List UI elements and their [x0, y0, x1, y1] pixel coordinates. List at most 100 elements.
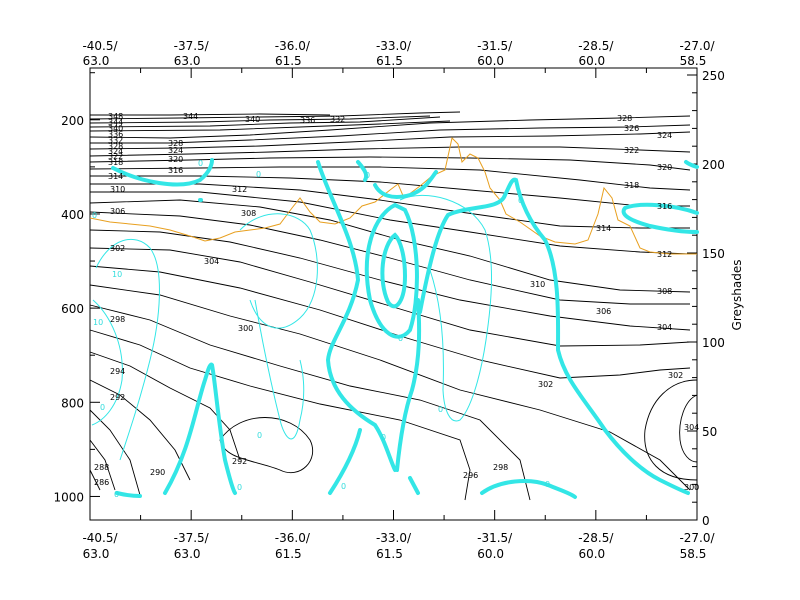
contour-label: 288 [94, 463, 109, 472]
x-tick-label-top-lon: -33.0/ [376, 39, 412, 53]
theta-contour-312 [90, 191, 691, 255]
contour-label: 300 [684, 483, 699, 492]
cyan-contour-label: 0 [100, 403, 105, 412]
theta-contour-290 [89, 409, 141, 496]
cyan-thin-contours [91, 194, 493, 461]
x-tick-label-top-lon: -36.0/ [275, 39, 311, 53]
y-left-tick-label: 200 [61, 114, 84, 128]
cyan-contour-label: 10 [112, 270, 122, 279]
theta-contour-310 [89, 199, 691, 293]
contour-label: 298 [493, 463, 508, 472]
contour-label: 306 [110, 207, 125, 216]
theta-contour-348 [90, 113, 331, 116]
contour-label: 304 [204, 257, 219, 266]
contour-label: 348 [108, 112, 123, 121]
theta-contour-292-closed [219, 417, 314, 474]
contour-label: 310 [530, 280, 545, 289]
y-right-tick-label: 50 [702, 425, 717, 439]
cyan-contour-label: 0 [398, 334, 403, 343]
cyan-contour-label: 10 [93, 318, 103, 327]
cyan-contour-label: 0 [365, 171, 370, 180]
contour-label: 292 [110, 393, 125, 402]
contour-label: 314 [108, 172, 123, 181]
theta-contours [89, 111, 698, 501]
theta-contour-318 [89, 166, 691, 191]
cyan-thick-contour [373, 170, 438, 199]
y-right-tick-label: 250 [702, 69, 725, 83]
x-tick-label-top-lat: 58.5 [680, 54, 707, 68]
x-tick-label-top-lat: 63.0 [174, 54, 201, 68]
contour-label: 292 [232, 457, 247, 466]
theta-contour-288 [89, 439, 116, 491]
cyan-contour-label: 0 [114, 490, 119, 499]
cyan-thick-contours [111, 158, 699, 499]
plot-frame [89, 67, 698, 521]
x-tick-label-top-lon: -37.5/ [174, 39, 210, 53]
contour-label: 324 [168, 146, 183, 155]
contour-label: 308 [657, 287, 672, 296]
cyan-thick-contour [395, 298, 422, 472]
cyan-thick-contour [684, 160, 699, 169]
x-tick-label-top-lon: -27.0/ [679, 39, 715, 53]
theta-contour-286 [89, 469, 101, 491]
cyan-thin-contour [95, 238, 160, 461]
cyan-contour-label: 0 [438, 405, 443, 414]
contour-label: 294 [110, 367, 125, 376]
contour-label: 312 [657, 250, 672, 259]
y-left-tick-label: 400 [61, 208, 84, 222]
contour-label: 290 [150, 468, 165, 477]
x-tick-label-bottom-lon: -27.0/ [679, 531, 715, 545]
cyan-thin-contour [91, 299, 123, 426]
x-tick-label-bottom-lon: -40.5/ [82, 531, 118, 545]
contour-label: 344 [183, 112, 198, 121]
contour-label: 324 [657, 131, 672, 140]
x-tick-label-bottom-lat: 58.5 [680, 547, 707, 561]
contour-label: 308 [241, 209, 256, 218]
contour-label: 312 [232, 185, 247, 194]
theta-contour-324 [89, 131, 691, 150]
theta-contour-320 [89, 156, 691, 171]
cyan-contour-label: 0 [237, 483, 242, 492]
cyan-thick-contour [163, 362, 237, 495]
cyan-thick-contour [621, 202, 699, 234]
cyan-thick-contour [380, 232, 408, 309]
cyan-thin-contour [429, 269, 444, 391]
contour-label: 322 [624, 146, 639, 155]
contour-label: 296 [463, 471, 478, 480]
contour-label: 320 [657, 163, 672, 172]
theta-contour-302 [89, 265, 691, 379]
contour-label: 324 [108, 147, 123, 156]
x-tick-label-bottom-lon: -33.0/ [376, 531, 412, 545]
x-tick-label-bottom-lon: -36.0/ [275, 531, 311, 545]
contour-label: 332 [108, 136, 123, 145]
contour-label: 340 [108, 124, 123, 133]
contour-label: 340 [245, 115, 260, 124]
cyan-thick-contour [480, 479, 577, 499]
theta-contour-298 [89, 304, 531, 501]
cyan-contour-label: 0 [545, 480, 550, 489]
contour-label: 300 [238, 324, 253, 333]
contour-label: 306 [596, 307, 611, 316]
cyan-thick-contour [316, 160, 397, 472]
contour-label: 322 [108, 152, 123, 161]
x-tick-label-bottom-lat: 61.5 [275, 547, 302, 561]
theta-contour-336 [89, 116, 441, 128]
cyan-contour-label: 0 [256, 170, 261, 179]
theta-contour-344 [89, 111, 461, 120]
contour-label: 310 [110, 185, 125, 194]
contour-label: 318 [624, 181, 639, 190]
theta-contour-322 [89, 146, 691, 157]
cyan-labels: 0 0 0 0 0 0 0 0 0 0 0 0 0 0 10 10 [92, 159, 550, 499]
contour-label: 318 [108, 158, 123, 167]
x-tick-label-bottom-lon: -37.5/ [174, 531, 210, 545]
theta-contour-332 [89, 120, 451, 132]
theta-contour-308 [89, 211, 690, 305]
cyan-thin-contour [254, 299, 305, 440]
x-tick-label-top-lon: -28.5/ [578, 39, 614, 53]
contour-label: 298 [110, 315, 125, 324]
theta-contour-304 [89, 247, 691, 347]
contour-label: 286 [94, 478, 109, 487]
x-tick-label-top-lat: 60.0 [477, 54, 504, 68]
contour-label: 316 [168, 166, 183, 175]
